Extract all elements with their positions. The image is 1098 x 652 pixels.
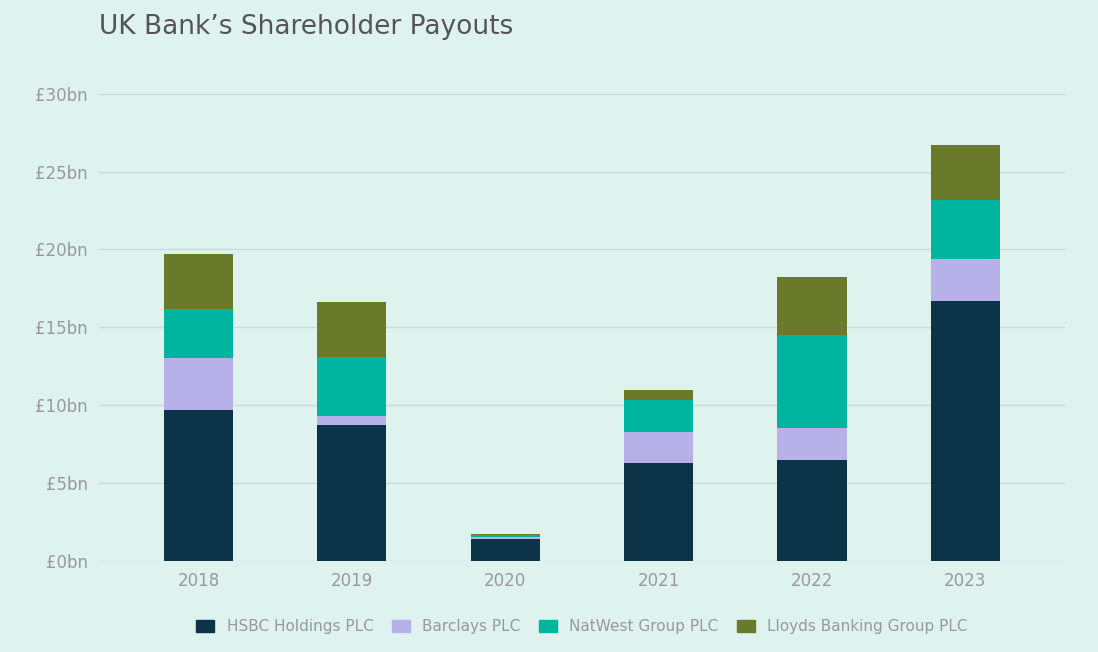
Legend: HSBC Holdings PLC, Barclays PLC, NatWest Group PLC, Lloyds Banking Group PLC: HSBC Holdings PLC, Barclays PLC, NatWest… <box>189 612 975 642</box>
Bar <box>471 539 540 561</box>
Bar <box>931 200 1000 259</box>
Bar <box>931 301 1000 561</box>
Bar <box>317 416 386 425</box>
Text: UK Bank’s Shareholder Payouts: UK Bank’s Shareholder Payouts <box>99 14 513 40</box>
Bar <box>624 389 693 400</box>
Bar <box>777 428 847 460</box>
Bar <box>164 359 233 409</box>
Bar <box>931 145 1000 200</box>
Bar <box>471 537 540 539</box>
Bar <box>164 409 233 561</box>
Bar <box>164 308 233 359</box>
Bar <box>164 254 233 308</box>
Bar <box>777 278 847 335</box>
Bar <box>317 357 386 416</box>
Bar <box>471 535 540 537</box>
Bar <box>777 460 847 561</box>
Bar <box>471 534 540 535</box>
Bar <box>624 400 693 432</box>
Bar <box>317 303 386 357</box>
Bar <box>624 463 693 561</box>
Bar <box>624 432 693 463</box>
Bar <box>777 335 847 428</box>
Bar <box>317 425 386 561</box>
Bar <box>931 259 1000 301</box>
